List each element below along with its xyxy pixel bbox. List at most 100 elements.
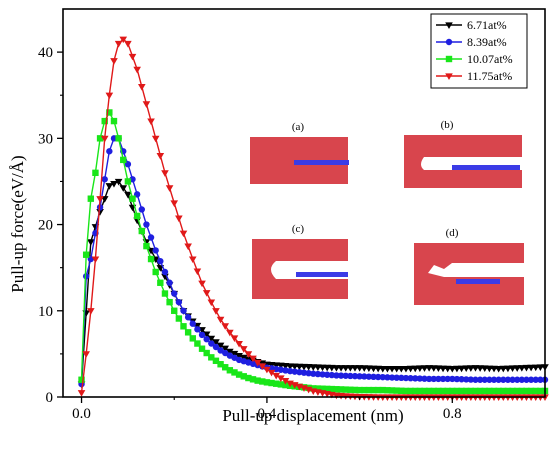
series-point-3 (202, 290, 211, 297)
series-point-3 (96, 196, 104, 203)
series-point-2 (87, 195, 95, 202)
inset-block (414, 243, 524, 305)
series-point-2 (412, 387, 419, 395)
legend-label: 10.07at% (467, 52, 513, 66)
series-point-1 (379, 373, 386, 381)
series-point-3 (272, 372, 280, 380)
series-point-1 (365, 373, 373, 380)
x-tick-label: 0.4 (258, 406, 277, 422)
series-point-3 (235, 340, 243, 348)
series-point-3 (207, 299, 216, 307)
series-point-1 (138, 206, 145, 213)
inset-image-1: (b) (404, 119, 522, 188)
series-point-0 (226, 348, 234, 356)
series-point-2 (388, 387, 396, 394)
series-point-1 (518, 376, 526, 383)
series-point-2 (421, 387, 428, 395)
legend-marker (445, 73, 453, 80)
series-point-2 (435, 387, 442, 395)
series-point-2 (379, 386, 386, 394)
series-point-2 (337, 386, 345, 393)
inset-block (404, 135, 522, 188)
series-point-1 (212, 343, 220, 351)
series-point-3 (105, 92, 114, 100)
series-point-1 (184, 314, 192, 321)
series-point-3 (221, 323, 230, 330)
legend-label: 11.75at% (467, 69, 512, 83)
series-point-1 (430, 375, 437, 383)
series-point-2 (175, 315, 183, 322)
series-point-1 (532, 376, 539, 383)
inset-rod (456, 279, 500, 284)
series-point-1 (152, 247, 159, 254)
inset-images: (a) (b) (c) (d) (250, 119, 524, 305)
series-point-2 (476, 387, 484, 395)
series-point-2 (513, 387, 521, 395)
axes: 0.0 0.4 0.8 0 10 20 30 40 (38, 8, 546, 422)
plot-border (62, 8, 546, 398)
series-point-0 (105, 183, 114, 190)
series-point-2 (124, 178, 132, 185)
series-point-2 (259, 378, 266, 385)
series-point-2 (342, 386, 349, 393)
series-point-1 (402, 374, 410, 382)
series-point-2 (235, 371, 243, 378)
series-point-2 (203, 349, 210, 357)
series-point-1 (310, 370, 317, 377)
legend-marker (445, 38, 453, 46)
series-point-3 (151, 135, 160, 143)
inset-label-3: (d) (446, 227, 459, 239)
series-point-3 (244, 351, 253, 358)
series-point-1 (458, 376, 465, 383)
series-point-3 (253, 359, 262, 367)
series-point-2 (537, 387, 544, 395)
series-point-1 (374, 373, 382, 381)
series-point-0 (207, 335, 216, 343)
series-point-2 (171, 307, 178, 314)
legend-marker (445, 55, 453, 63)
series-point-2 (78, 376, 85, 383)
inset-label-0: (a) (292, 121, 305, 133)
legend-label: 8.39at% (467, 35, 507, 49)
series-point-1 (449, 375, 456, 383)
series-point-1 (388, 374, 396, 381)
series-point-2 (115, 135, 122, 142)
series-point-3 (165, 185, 174, 192)
series-point-2 (398, 387, 405, 394)
series-point-2 (180, 323, 187, 330)
inset-image-0: (a) (250, 121, 349, 184)
y-tick-label: 20 (38, 218, 53, 234)
series-point-1 (384, 374, 391, 381)
series-point-2 (439, 387, 447, 395)
series-point-3 (212, 308, 220, 315)
series-point-3 (156, 152, 165, 160)
series-point-2 (384, 387, 391, 394)
series-point-3 (230, 335, 239, 342)
series-point-0 (216, 342, 225, 350)
series-point-2 (277, 381, 285, 388)
series-point-3 (87, 308, 95, 315)
series-point-1 (407, 375, 414, 382)
legend-item-0: 6.71at% (436, 18, 507, 32)
series-point-2 (486, 387, 493, 395)
series-point-1 (435, 375, 442, 383)
series-point-1 (296, 368, 303, 376)
series-point-2 (374, 386, 382, 394)
series-point-2 (365, 386, 373, 394)
series-point-3 (267, 369, 276, 377)
series-point-2 (208, 354, 215, 361)
series-point-2 (101, 117, 108, 125)
series-point-0 (114, 178, 123, 186)
series-point-1 (412, 375, 419, 382)
series-point-1 (425, 375, 433, 383)
series-point-3 (188, 256, 197, 264)
series-point-3 (161, 170, 169, 177)
series-point-1 (194, 326, 201, 333)
series-point-2 (106, 109, 113, 116)
series-point-1 (319, 371, 326, 378)
y-tick-label: 0 (46, 390, 54, 406)
series-point-1 (286, 367, 294, 375)
series-point-3 (147, 118, 155, 126)
series-point-1 (189, 320, 196, 327)
series-point-2 (272, 380, 280, 387)
